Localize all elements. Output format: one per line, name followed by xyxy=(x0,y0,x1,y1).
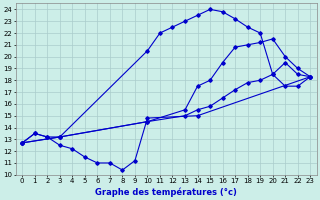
X-axis label: Graphe des températures (°c): Graphe des températures (°c) xyxy=(95,187,237,197)
